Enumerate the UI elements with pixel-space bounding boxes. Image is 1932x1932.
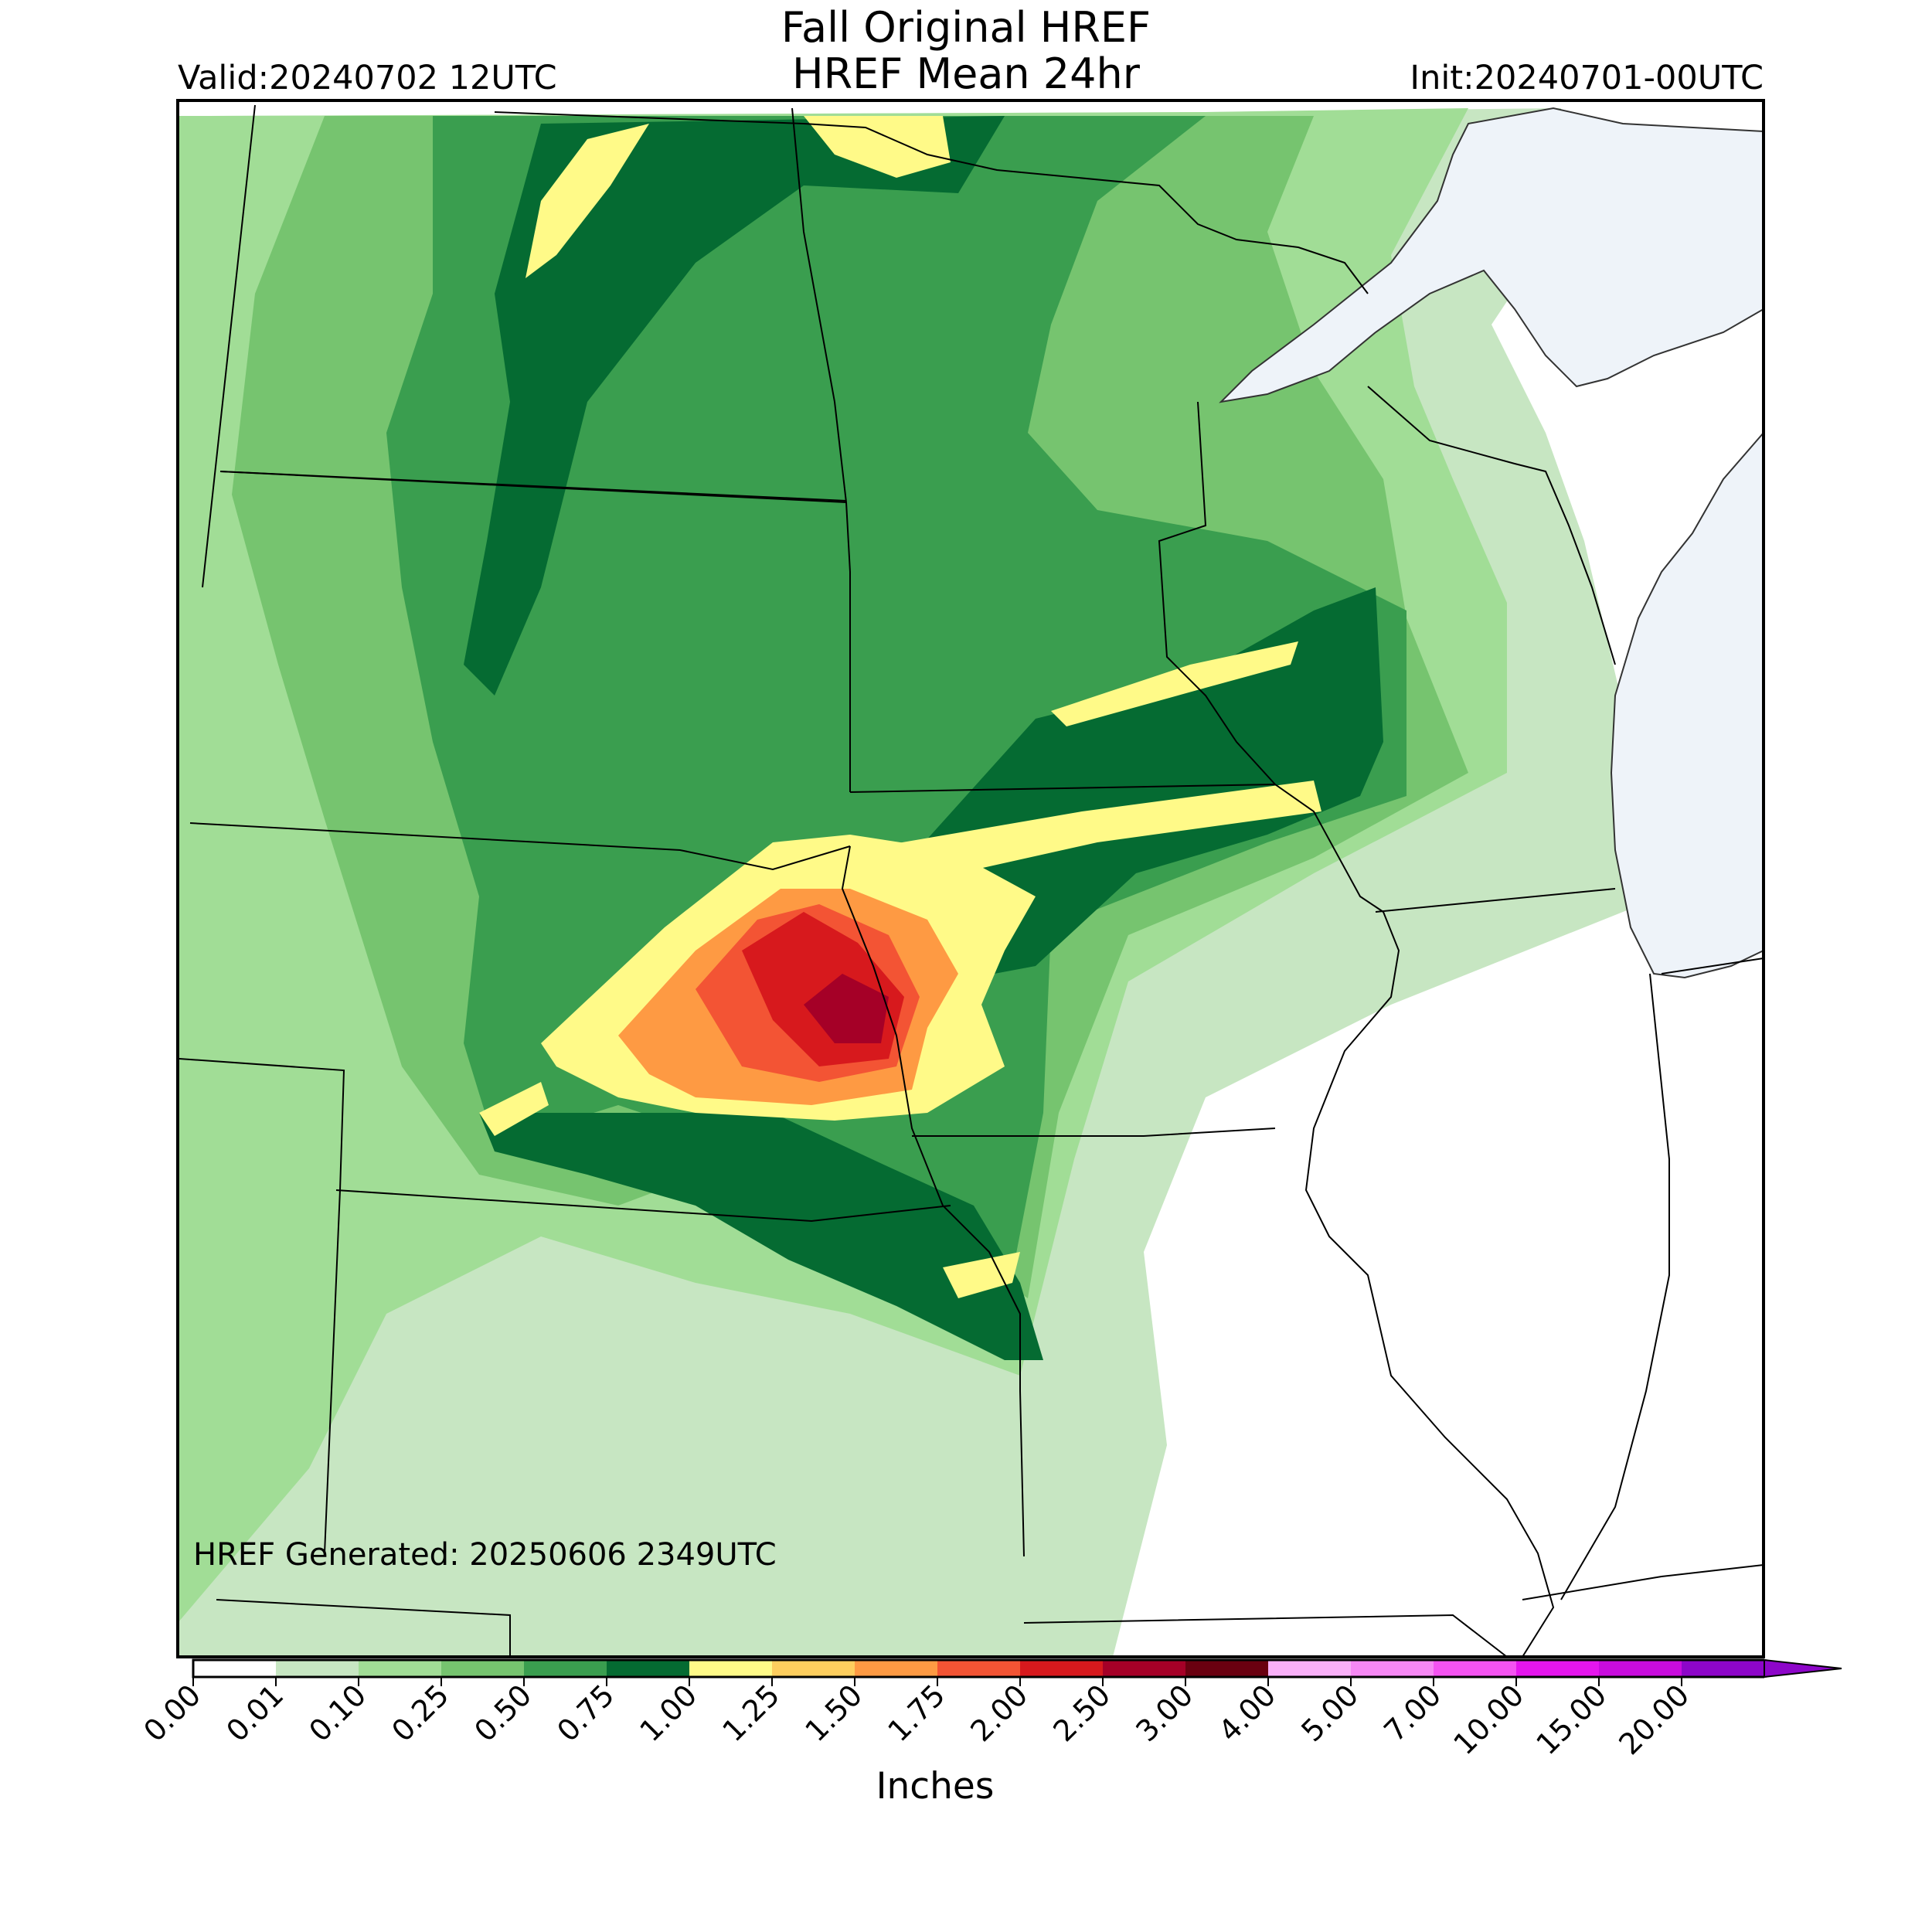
colorbar-segment (1268, 1660, 1352, 1677)
colorbar-outline (192, 1658, 1764, 1679)
precip-0.75-band-south (479, 1113, 1043, 1360)
colorbar-segment (193, 1660, 277, 1677)
state-boundaries (179, 104, 1764, 1657)
colorbar-tick-label: 4.00 (1212, 1678, 1282, 1748)
colorbar-tick-label: 0.25 (385, 1678, 455, 1748)
colorbar-tick-label: 10.00 (1447, 1678, 1530, 1761)
precip-1.00-streak-6 (943, 1252, 1020, 1298)
colorbar-tick-label: 2.00 (964, 1678, 1034, 1748)
colorbar-tick-label: 1.50 (798, 1678, 869, 1748)
lake-superior (1219, 107, 1764, 403)
map-title: Fall Original HREF (781, 3, 1151, 52)
colorbar-extend-arrow (1764, 1658, 1842, 1679)
precip-1.00-streak-2 (804, 116, 951, 178)
colorbar-segment (1351, 1660, 1434, 1677)
map-subtitle: HREF Mean 24hr (792, 49, 1140, 98)
colorbar-segment (1599, 1660, 1682, 1677)
init-time: Init:20240701-00UTC (1410, 59, 1764, 97)
colorbar-tick-label: 15.00 (1529, 1678, 1613, 1761)
valid-time: Valid:20240702 12UTC (178, 59, 557, 97)
generated-note: HREF Generated: 20250606 2349UTC (193, 1537, 777, 1573)
colorbar-segment (1103, 1660, 1186, 1677)
colorbar-units-label: Inches (876, 1765, 995, 1808)
colorbar-segment (359, 1660, 442, 1677)
colorbar-segment (1682, 1660, 1764, 1677)
colorbar-segment (1185, 1660, 1269, 1677)
colorbar-tick-label: 3.00 (1129, 1678, 1199, 1748)
map-frame (176, 99, 1765, 1658)
colorbar-tick-label: 0.75 (550, 1678, 621, 1748)
colorbar-tick-label: 0.10 (302, 1678, 372, 1748)
precip-1.00-streak-1 (526, 124, 649, 278)
precip-1.00-streak-5 (479, 1082, 549, 1136)
colorbar-tick-label: 0.00 (137, 1678, 207, 1748)
precip-0.75-band-north (464, 116, 1005, 696)
colorbar-segment (1516, 1660, 1600, 1677)
precip-1.00-streak-4 (858, 781, 1321, 889)
colorbar-segment (441, 1660, 525, 1677)
colorbar-segment (1434, 1660, 1517, 1677)
colorbar-tick-label: 0.01 (219, 1678, 290, 1748)
precip-2.50-core (804, 974, 889, 1043)
colorbar-segment (607, 1660, 690, 1677)
colorbar-segment (276, 1660, 359, 1677)
colorbar-tick-label: 0.50 (468, 1678, 538, 1748)
colorbar-segment (937, 1660, 1021, 1677)
colorbar-segment (1020, 1660, 1104, 1677)
precip-field (178, 100, 1764, 1657)
colorbar-segment (524, 1660, 607, 1677)
colorbar-tick-label: 1.00 (633, 1678, 703, 1748)
lake-michigan (1610, 431, 1764, 979)
colorbar-tick-label: 2.50 (1046, 1678, 1117, 1748)
colorbar: 0.00 0.01 0.10 0.25 0.50 0.75 1.00 1.25 1.50 1.75… (137, 1658, 1842, 1761)
colorbar-segment (855, 1660, 938, 1677)
colorbar-tick-label: 5.00 (1294, 1678, 1365, 1748)
colorbar-tick-label: 1.75 (881, 1678, 951, 1748)
colorbar-tick-label: 7.00 (1377, 1678, 1447, 1748)
precip-1.00-streak-3 (1051, 641, 1298, 726)
colorbar-segment (772, 1660, 855, 1677)
colorbar-tick-label: 20.00 (1612, 1678, 1696, 1761)
colorbar-tick-label: 1.25 (716, 1678, 786, 1748)
colorbar-segment (689, 1660, 773, 1677)
